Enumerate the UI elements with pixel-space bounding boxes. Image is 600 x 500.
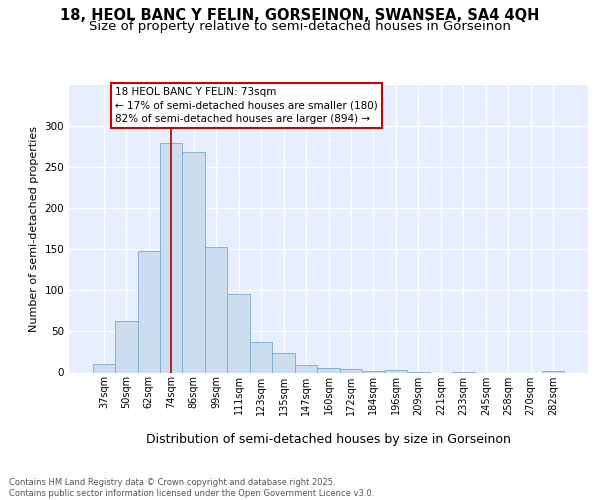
Bar bbox=[227, 294, 250, 372]
Bar bbox=[160, 142, 182, 372]
Bar bbox=[362, 371, 385, 372]
Text: 18, HEOL BANC Y FELIN, GORSEINON, SWANSEA, SA4 4QH: 18, HEOL BANC Y FELIN, GORSEINON, SWANSE… bbox=[61, 8, 539, 22]
Bar bbox=[340, 369, 362, 372]
Bar bbox=[115, 321, 137, 372]
Y-axis label: Number of semi-detached properties: Number of semi-detached properties bbox=[29, 126, 39, 332]
Bar bbox=[182, 152, 205, 372]
Bar bbox=[385, 370, 407, 372]
Bar bbox=[92, 364, 115, 372]
Text: Contains HM Land Registry data © Crown copyright and database right 2025.
Contai: Contains HM Land Registry data © Crown c… bbox=[9, 478, 374, 498]
Text: Distribution of semi-detached houses by size in Gorseinon: Distribution of semi-detached houses by … bbox=[146, 432, 511, 446]
Bar bbox=[205, 247, 227, 372]
Bar bbox=[317, 368, 340, 372]
Bar bbox=[295, 365, 317, 372]
Text: 18 HEOL BANC Y FELIN: 73sqm
← 17% of semi-detached houses are smaller (180)
82% : 18 HEOL BANC Y FELIN: 73sqm ← 17% of sem… bbox=[115, 88, 378, 124]
Bar bbox=[137, 251, 160, 372]
Bar bbox=[542, 371, 565, 372]
Text: Size of property relative to semi-detached houses in Gorseinon: Size of property relative to semi-detach… bbox=[89, 20, 511, 33]
Bar bbox=[250, 342, 272, 372]
Bar bbox=[272, 353, 295, 372]
